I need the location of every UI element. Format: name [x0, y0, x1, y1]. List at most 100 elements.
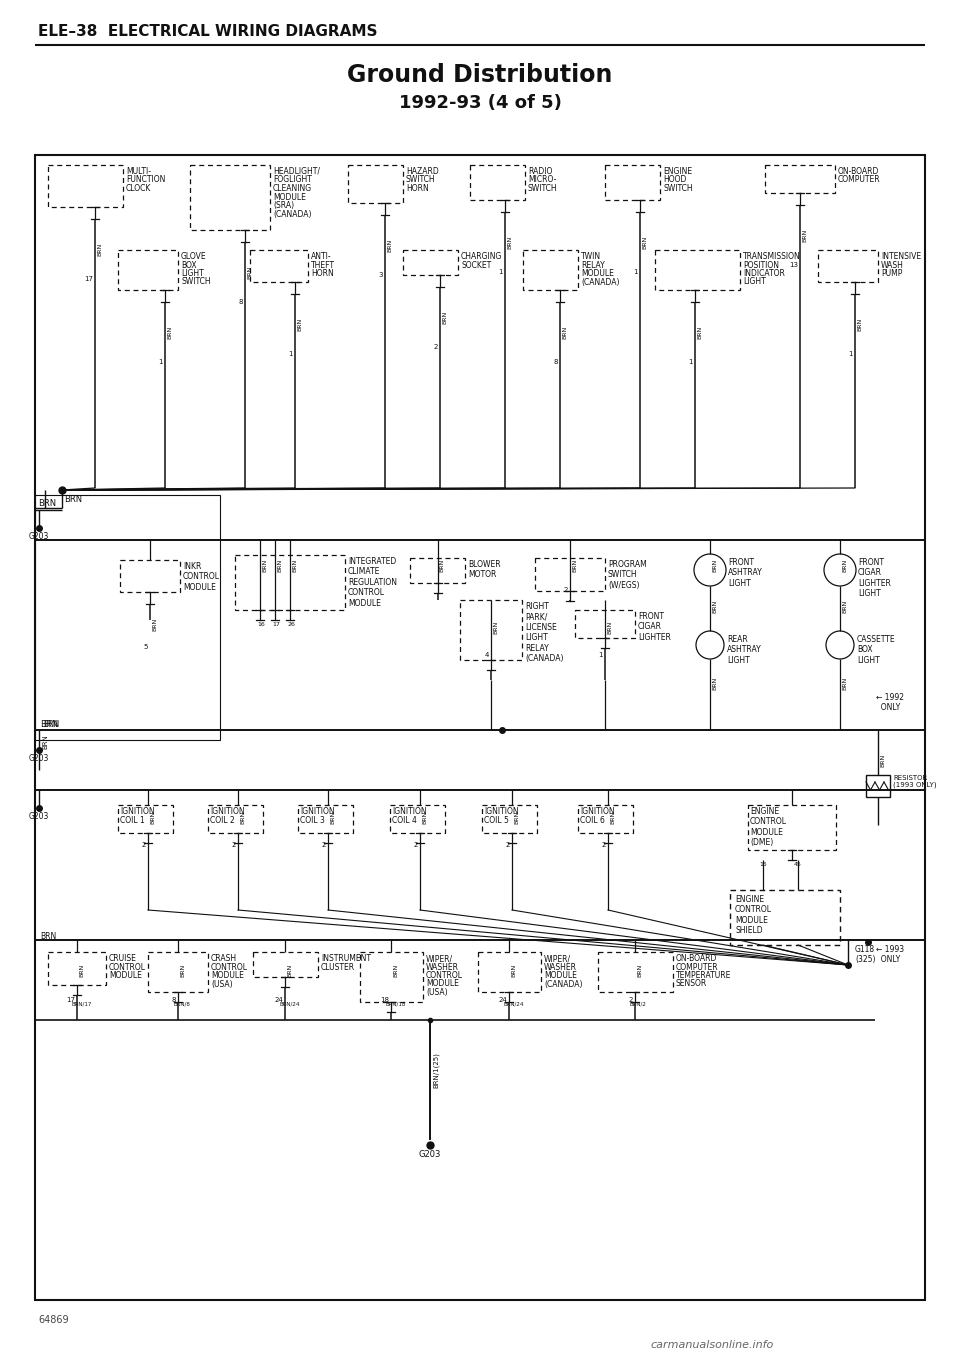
Text: 2: 2 [564, 588, 568, 593]
Text: 2: 2 [231, 841, 236, 848]
Text: BRN: BRN [697, 326, 702, 339]
Text: BRN: BRN [712, 600, 717, 613]
Text: 1: 1 [688, 360, 693, 365]
Text: MULTI-: MULTI- [126, 167, 151, 176]
Text: BOX: BOX [181, 261, 197, 270]
Text: COIL 3: COIL 3 [300, 816, 324, 825]
Text: SOCKET: SOCKET [461, 261, 492, 270]
Text: BRN: BRN [38, 499, 56, 508]
Text: 2: 2 [142, 841, 146, 848]
Text: FUNCTION: FUNCTION [126, 175, 165, 185]
Text: BRN: BRN [514, 811, 519, 824]
Text: BRN: BRN [493, 622, 498, 634]
Text: 4: 4 [485, 651, 489, 658]
Text: G203: G203 [29, 754, 49, 763]
Text: RIGHT
PARK/
LICENSE
LIGHT
RELAY
(CANADA): RIGHT PARK/ LICENSE LIGHT RELAY (CANADA) [525, 603, 564, 664]
Text: 2: 2 [629, 997, 633, 1003]
Text: IGNITION: IGNITION [392, 807, 426, 816]
Text: G203: G203 [419, 1149, 442, 1159]
Text: IGNITION: IGNITION [484, 807, 518, 816]
Text: HAZARD: HAZARD [406, 167, 439, 176]
Text: BRN: BRN [387, 239, 392, 251]
Text: ENGINE
CONTROL
MODULE
SHIELD: ENGINE CONTROL MODULE SHIELD [735, 896, 772, 935]
Text: TEMPERATURE: TEMPERATURE [676, 972, 732, 980]
Text: CONTROL: CONTROL [426, 972, 463, 980]
Text: CONTROL: CONTROL [109, 962, 146, 972]
Text: Ground Distribution: Ground Distribution [348, 62, 612, 87]
Text: 2: 2 [322, 841, 326, 848]
Text: WIPER/: WIPER/ [426, 954, 453, 963]
Text: BRN: BRN [97, 243, 102, 255]
Text: PUMP: PUMP [881, 269, 902, 278]
Text: BRN/24: BRN/24 [504, 1001, 524, 1007]
Text: ENGINE
CONTROL
MODULE
(DME): ENGINE CONTROL MODULE (DME) [750, 807, 787, 847]
Text: 24: 24 [275, 997, 283, 1003]
Text: BRN: BRN [180, 963, 185, 977]
Text: 24: 24 [498, 997, 507, 1003]
Text: 15: 15 [759, 862, 767, 867]
Text: RADIO: RADIO [528, 167, 552, 176]
Text: CONTROL: CONTROL [211, 962, 248, 972]
Text: BRN: BRN [393, 963, 398, 977]
Text: PROGRAM
SWITCH
(W/EGS): PROGRAM SWITCH (W/EGS) [608, 560, 647, 590]
Text: ENGINE: ENGINE [663, 167, 692, 176]
Text: SWITCH: SWITCH [528, 185, 558, 193]
Text: BRN: BRN [642, 235, 647, 248]
Text: WIPER/: WIPER/ [544, 954, 571, 963]
Text: BRN: BRN [610, 811, 615, 824]
Text: BRN/17: BRN/17 [72, 1001, 92, 1007]
Text: FRONT
ASHTRAY
LIGHT: FRONT ASHTRAY LIGHT [728, 558, 763, 588]
Text: 8: 8 [238, 299, 243, 305]
Text: BRN: BRN [422, 811, 427, 824]
Text: carmanualsonline.info: carmanualsonline.info [650, 1339, 773, 1350]
Text: HORN: HORN [406, 185, 429, 193]
Text: G203: G203 [29, 811, 49, 821]
Text: 2: 2 [506, 841, 510, 848]
Text: WASHER: WASHER [426, 962, 459, 972]
Text: FRONT
CIGAR
LIGHTER: FRONT CIGAR LIGHTER [638, 612, 671, 642]
Text: SWITCH: SWITCH [181, 277, 210, 286]
Text: BRN: BRN [507, 235, 512, 248]
Text: BRN: BRN [440, 558, 444, 571]
Text: 3: 3 [378, 271, 383, 278]
Text: 13: 13 [789, 262, 798, 267]
Text: BRN: BRN [880, 753, 885, 767]
Text: COIL 2: COIL 2 [210, 816, 235, 825]
Text: 5: 5 [144, 645, 148, 650]
Text: ELE–38  ELECTRICAL WIRING DIAGRAMS: ELE–38 ELECTRICAL WIRING DIAGRAMS [38, 24, 377, 39]
Text: BRN: BRN [842, 558, 847, 571]
Text: BRN: BRN [43, 721, 60, 729]
Text: 8: 8 [172, 997, 176, 1003]
Text: BRN: BRN [330, 811, 335, 824]
Text: COMPUTER: COMPUTER [676, 962, 719, 972]
Text: BRN: BRN [842, 676, 847, 689]
Text: BRN: BRN [262, 558, 267, 571]
Text: HEADLIGHT/: HEADLIGHT/ [273, 167, 320, 176]
Text: 1: 1 [498, 269, 503, 275]
Text: BRN: BRN [842, 600, 847, 613]
Text: (USA): (USA) [211, 980, 232, 988]
Text: 1: 1 [849, 351, 853, 357]
Text: COMPUTER: COMPUTER [838, 175, 880, 185]
Text: RESISTOR
(1993 ONLY): RESISTOR (1993 ONLY) [893, 775, 937, 788]
Text: CRASH: CRASH [211, 954, 237, 963]
Text: 26: 26 [287, 622, 295, 627]
Text: IGNITION: IGNITION [300, 807, 335, 816]
Text: BRN: BRN [167, 326, 172, 339]
Text: WASHER: WASHER [544, 962, 577, 972]
Text: BRN: BRN [42, 734, 48, 749]
Text: CHARGING: CHARGING [461, 252, 502, 261]
Text: FRONT
CIGAR
LIGHTER
LIGHT: FRONT CIGAR LIGHTER LIGHT [858, 558, 891, 598]
Text: 17: 17 [66, 997, 75, 1003]
Text: RELAY: RELAY [581, 261, 605, 270]
Text: BRN: BRN [857, 318, 862, 331]
Text: POSITION: POSITION [743, 261, 779, 270]
Text: 17: 17 [272, 622, 280, 627]
Text: IGNITION: IGNITION [120, 807, 155, 816]
Text: MICRO-: MICRO- [528, 175, 557, 185]
Text: 16: 16 [257, 622, 265, 627]
Text: BRN: BRN [297, 318, 302, 331]
Text: WASH: WASH [881, 261, 904, 270]
Text: BRN: BRN [79, 963, 84, 977]
Text: INDICATOR: INDICATOR [743, 269, 785, 278]
